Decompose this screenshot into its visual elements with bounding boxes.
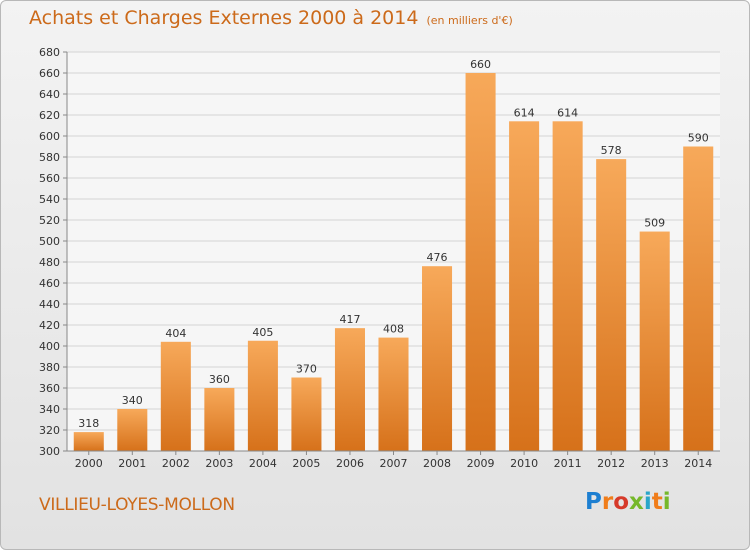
data-label-2004: 405 bbox=[252, 326, 273, 339]
x-tick-label-2005: 2005 bbox=[292, 457, 320, 470]
data-label-2007: 408 bbox=[383, 323, 404, 336]
bar-2006 bbox=[334, 328, 365, 451]
data-label-2006: 417 bbox=[339, 313, 360, 326]
bar-2014 bbox=[683, 146, 714, 451]
data-label-2002: 404 bbox=[165, 327, 186, 340]
data-label-2008: 476 bbox=[427, 251, 448, 264]
bar-2012 bbox=[596, 159, 627, 451]
x-tick-label-2009: 2009 bbox=[467, 457, 495, 470]
y-tick-label: 420 bbox=[39, 319, 60, 332]
bar-2004 bbox=[247, 340, 278, 451]
y-tick-label: 460 bbox=[39, 277, 60, 290]
bar-2002 bbox=[160, 341, 191, 451]
data-label-2003: 360 bbox=[209, 373, 230, 386]
x-tick-label-2014: 2014 bbox=[684, 457, 712, 470]
data-label-2013: 509 bbox=[644, 217, 665, 230]
y-tick-label: 380 bbox=[39, 361, 60, 374]
y-tick-label: 480 bbox=[39, 256, 60, 269]
x-tick-label-2007: 2007 bbox=[380, 457, 408, 470]
x-tick-label-2012: 2012 bbox=[597, 457, 625, 470]
data-label-2009: 660 bbox=[470, 58, 491, 71]
y-tick-label: 340 bbox=[39, 403, 60, 416]
data-label-2000: 318 bbox=[78, 417, 99, 430]
x-tick-label-2010: 2010 bbox=[510, 457, 538, 470]
bars: 318 340 404 360 405 370 417 408 476 660 614 614 578 5… bbox=[73, 58, 714, 452]
chart-title: Achats et Charges Externes 2000 à 2014 (e… bbox=[29, 7, 513, 29]
y-tick-label: 400 bbox=[39, 340, 60, 353]
bar-2007 bbox=[378, 337, 409, 451]
bar-2009 bbox=[465, 73, 496, 451]
bar-2000 bbox=[73, 432, 104, 451]
bar-2008 bbox=[422, 266, 453, 451]
axes: 300 320 340 360 380 400 420 440 460 480 500 520 540 5… bbox=[39, 46, 720, 470]
y-tick-label: 580 bbox=[39, 151, 60, 164]
y-tick-label: 660 bbox=[39, 67, 60, 80]
x-tick-label-2008: 2008 bbox=[423, 457, 451, 470]
x-tick-label-2004: 2004 bbox=[249, 457, 277, 470]
y-tick-label: 360 bbox=[39, 382, 60, 395]
data-label-2010: 614 bbox=[514, 106, 535, 119]
proxiti-logo: Proxiti bbox=[585, 489, 671, 515]
x-tick-label-2013: 2013 bbox=[641, 457, 669, 470]
y-tick-label: 680 bbox=[39, 46, 60, 59]
bar-2005 bbox=[291, 377, 322, 451]
data-label-2005: 370 bbox=[296, 363, 317, 376]
y-tick-label: 540 bbox=[39, 193, 60, 206]
data-label-2001: 340 bbox=[122, 394, 143, 407]
y-tick-label: 500 bbox=[39, 235, 60, 248]
y-tick-label: 640 bbox=[39, 88, 60, 101]
y-tick-label: 440 bbox=[39, 298, 60, 311]
x-tick-label-2001: 2001 bbox=[118, 457, 146, 470]
x-tick-label-2000: 2000 bbox=[75, 457, 103, 470]
y-tick-label: 300 bbox=[39, 445, 60, 458]
data-label-2014: 590 bbox=[688, 132, 709, 145]
y-tick-label: 520 bbox=[39, 214, 60, 227]
bar-2003 bbox=[204, 388, 235, 451]
commune-name: VILLIEU-LOYES-MOLLON bbox=[39, 495, 235, 515]
y-tick-label: 320 bbox=[39, 424, 60, 437]
bar-2010 bbox=[509, 121, 540, 452]
data-label-2011: 614 bbox=[557, 106, 578, 119]
bar-2011 bbox=[552, 121, 583, 452]
y-tick-label: 620 bbox=[39, 109, 60, 122]
bar-2013 bbox=[639, 231, 670, 451]
y-tick-label: 600 bbox=[39, 130, 60, 143]
bar-2001 bbox=[117, 409, 148, 451]
chart-title-text: Achats et Charges Externes 2000 à 2014 bbox=[29, 7, 419, 29]
x-tick-label-2002: 2002 bbox=[162, 457, 190, 470]
y-tick-label: 560 bbox=[39, 172, 60, 185]
data-label-2012: 578 bbox=[601, 144, 622, 157]
x-tick-label-2006: 2006 bbox=[336, 457, 364, 470]
x-tick-label-2003: 2003 bbox=[205, 457, 233, 470]
x-tick-label-2011: 2011 bbox=[554, 457, 582, 470]
chart-subtitle: (en milliers d'€) bbox=[426, 14, 513, 27]
